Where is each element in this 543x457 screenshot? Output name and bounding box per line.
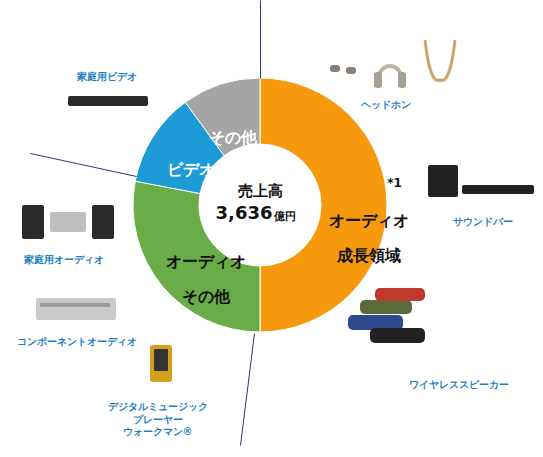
svg-text:デジタルミュージックプレーヤーウォークマン®: デジタルミュージックプレーヤーウォークマン® [108,401,208,437]
svg-text:売上高: 売上高 [238,182,283,200]
svg-text:ビデオ: ビデオ [167,160,215,179]
svg-text:オーディオ成長領域: オーディオ成長領域 [329,211,409,265]
svg-text:家庭用オーディオ: 家庭用オーディオ [23,254,104,265]
svg-text:億円: 億円 [273,210,296,223]
svg-text:家庭用ビデオ: 家庭用ビデオ [76,71,137,82]
svg-text:3,636: 3,636 [216,202,273,223]
svg-text:*1: *1 [387,176,402,190]
svg-text:その他: その他 [209,128,258,147]
svg-text:ヘッドホン: ヘッドホン [360,99,411,110]
svg-text:コンポーネントオーディオ: コンポーネントオーディオ [17,336,137,347]
svg-text:ワイヤレススピーカー: ワイヤレススピーカー [409,379,509,390]
svg-text:サウンドバー: サウンドバー [453,216,513,227]
svg-text:オーディオその他: オーディオその他 [166,252,246,306]
